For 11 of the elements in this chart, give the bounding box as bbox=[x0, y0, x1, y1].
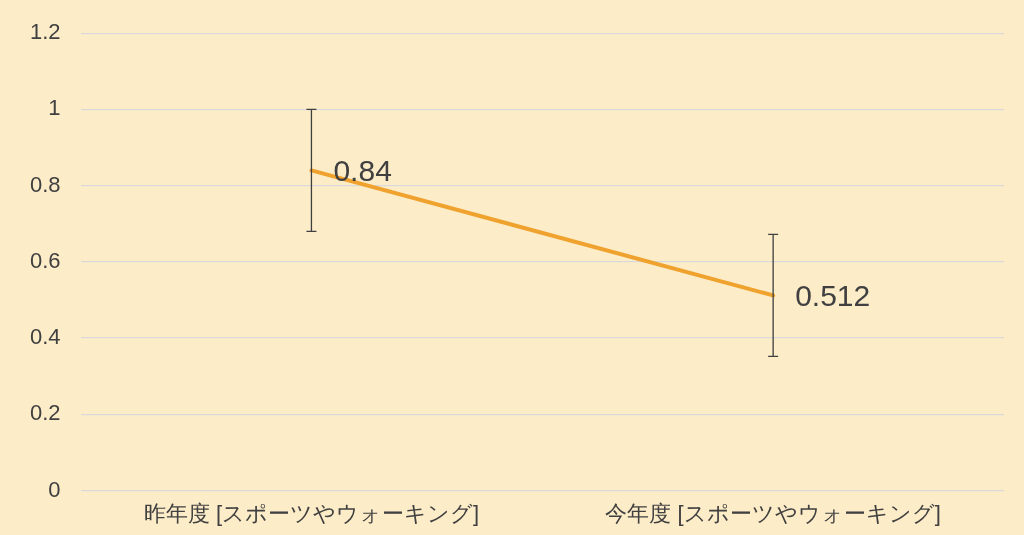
y-tick-label: 1 bbox=[48, 95, 61, 121]
y-tick-label: 0.6 bbox=[29, 247, 61, 273]
y-tick-label: 0.2 bbox=[29, 400, 61, 426]
x-tick-label: 昨年度 [スポーツやウォーキング] bbox=[143, 500, 480, 526]
y-tick-label: 1.2 bbox=[29, 19, 61, 45]
y-tick-label: 0.4 bbox=[29, 324, 61, 350]
data-label: 0.512 bbox=[795, 278, 871, 312]
y-tick-label: 0.8 bbox=[29, 171, 61, 197]
y-tick-label: 0 bbox=[48, 476, 61, 502]
x-tick-label: 今年度 [スポーツやウォーキング] bbox=[605, 500, 941, 526]
data-label: 0.84 bbox=[333, 153, 392, 187]
